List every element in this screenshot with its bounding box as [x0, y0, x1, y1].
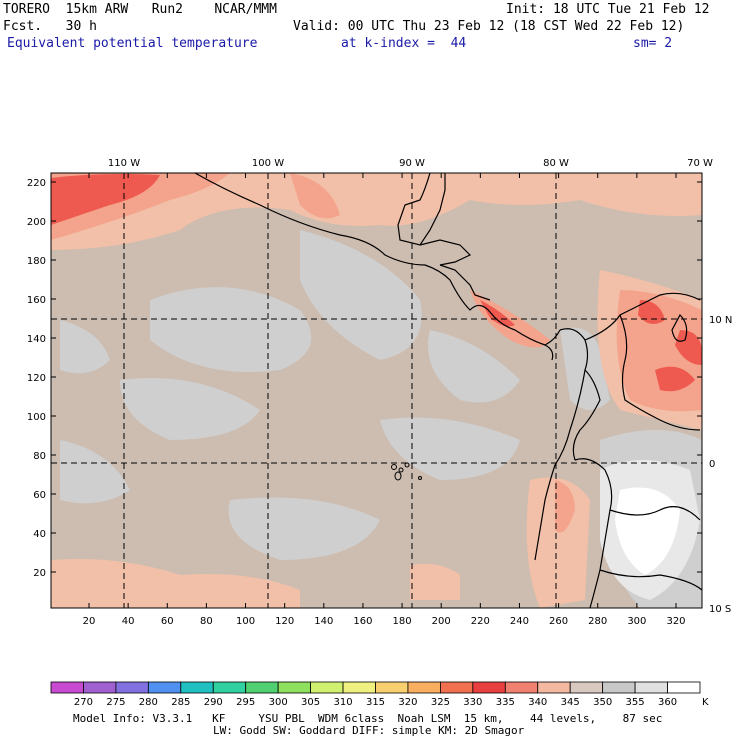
colorbar-label: 300 — [269, 697, 288, 708]
physics-info: LW: Godd SW: Goddard DIFF: simple KM: 2D… — [213, 724, 525, 737]
colorbar-swatch — [277, 681, 311, 694]
forecast-hour: Fcst. 30 h — [3, 19, 97, 34]
model-info: Model Info: V3.3.1 KF YSU PBL WDM 6class… — [73, 712, 663, 725]
colorbar-label: 270 — [74, 697, 93, 708]
colorbar-swatch — [602, 681, 636, 694]
galapagos-islands — [391, 462, 422, 481]
x-tick-label: 140 — [314, 616, 333, 627]
colorbar-label: 345 — [561, 697, 580, 708]
y-axis-ticks: 220 200 180 160 140 120 100 80 60 40 20 — [27, 178, 702, 579]
x-tick-label: 80 — [200, 616, 213, 627]
colorbar-label: 325 — [431, 697, 450, 708]
y-tick-label: 80 — [33, 451, 46, 462]
y-tick-label: 120 — [27, 373, 46, 384]
y-tick-label: 100 — [27, 412, 46, 423]
colorbar-label: 310 — [334, 697, 353, 708]
colorbar-label: 320 — [398, 697, 417, 708]
colorbar-swatch — [504, 681, 539, 694]
colorbar-swatch — [50, 681, 84, 694]
x-tick-label: 100 — [236, 616, 255, 627]
coastlines — [194, 173, 702, 608]
x-tick-label: 60 — [161, 616, 174, 627]
longitude-label: 80 W — [543, 158, 569, 169]
colorbar-label: 340 — [528, 697, 547, 708]
x-tick-label: 240 — [510, 616, 529, 627]
y-tick-label: 140 — [27, 334, 46, 345]
longitude-label: 110 W — [108, 158, 140, 169]
colorbar-swatch — [407, 681, 441, 694]
x-tick-label: 20 — [83, 616, 96, 627]
map-frame — [50, 172, 703, 609]
colorbar-swatch — [342, 681, 376, 694]
colorbar-swatch — [634, 681, 668, 694]
model-title: TORERO 15km ARW Run2 NCAR/MMM — [3, 2, 277, 17]
x-tick-label: 180 — [393, 616, 412, 627]
colorbar-unit: K — [702, 697, 709, 708]
colorbar-label: 290 — [204, 697, 223, 708]
y-tick-label: 220 — [27, 178, 46, 189]
colorbar-label: 360 — [658, 697, 677, 708]
colorbar-swatch — [180, 681, 214, 694]
lat-lon-grid — [51, 173, 702, 608]
latitude-label: 10 S — [709, 604, 731, 615]
x-tick-label: 120 — [275, 616, 294, 627]
y-tick-label: 200 — [27, 217, 46, 228]
colorbar-swatch — [310, 681, 344, 694]
longitude-label: 70 W — [687, 158, 713, 169]
colorbar-label: 335 — [496, 697, 515, 708]
latitude-label: 10 N — [709, 315, 732, 326]
colorbar-label: 330 — [463, 697, 482, 708]
x-tick-label: 300 — [627, 616, 646, 627]
colorbar-swatch — [147, 681, 182, 694]
x-tick-label: 200 — [432, 616, 451, 627]
colorbar: 270 275 280 285 290 295 300 305 310 315 320 325 330 3… — [50, 681, 709, 708]
longitude-label: 90 W — [399, 158, 425, 169]
init-time: Init: 18 UTC Tue 21 Feb 12 — [506, 2, 710, 17]
field-name: Equivalent potential temperature — [7, 36, 258, 51]
colorbar-swatch — [375, 681, 409, 694]
colorbar-swatch — [569, 681, 604, 694]
latitude-label: 0 — [709, 459, 715, 470]
x-tick-label: 260 — [549, 616, 568, 627]
y-tick-label: 40 — [33, 529, 46, 540]
colorbar-swatch — [212, 681, 247, 694]
colorbar-swatch — [245, 681, 279, 694]
longitude-labels: 110 W 100 W 90 W 80 W 70 W — [108, 158, 713, 169]
y-tick-label: 160 — [27, 295, 46, 306]
colorbar-label: 285 — [171, 697, 190, 708]
y-tick-label: 20 — [33, 568, 46, 579]
colorbar-swatch — [667, 681, 701, 694]
x-tick-label: 40 — [122, 616, 135, 627]
valid-time: Valid: 00 UTC Thu 23 Feb 12 (18 CST Wed … — [293, 19, 685, 34]
colorbar-label: 355 — [626, 697, 645, 708]
level-index: at k-index = 44 — [341, 36, 467, 51]
colorbar-swatch — [83, 681, 117, 694]
colorbar-swatch — [439, 681, 474, 694]
x-tick-label: 320 — [666, 616, 685, 627]
colorbar-swatch — [115, 681, 149, 694]
colorbar-label: 280 — [139, 697, 158, 708]
y-tick-label: 60 — [33, 490, 46, 501]
colorbar-label: 315 — [366, 697, 385, 708]
colorbar-swatch — [537, 681, 571, 694]
smoothing: sm= 2 — [633, 36, 673, 51]
colorbar-label: 295 — [236, 697, 255, 708]
x-tick-label: 220 — [471, 616, 490, 627]
colorbar-label: 305 — [301, 697, 320, 708]
x-tick-label: 160 — [353, 616, 372, 627]
colorbar-label: 350 — [593, 697, 612, 708]
colorbar-swatch — [472, 681, 506, 694]
high-theta-e-amazon — [600, 460, 700, 600]
theta-e-field — [51, 173, 702, 608]
longitude-label: 100 W — [252, 158, 284, 169]
x-tick-label: 280 — [588, 616, 607, 627]
x-axis-ticks: 20 40 60 80 100 120 140 160 180 200 220 240 260 280 30… — [83, 173, 686, 627]
colorbar-label: 275 — [106, 697, 125, 708]
hot-spots-330 — [51, 174, 702, 392]
latitude-labels: 10 N 0 10 S — [709, 315, 732, 615]
y-tick-label: 180 — [27, 256, 46, 267]
